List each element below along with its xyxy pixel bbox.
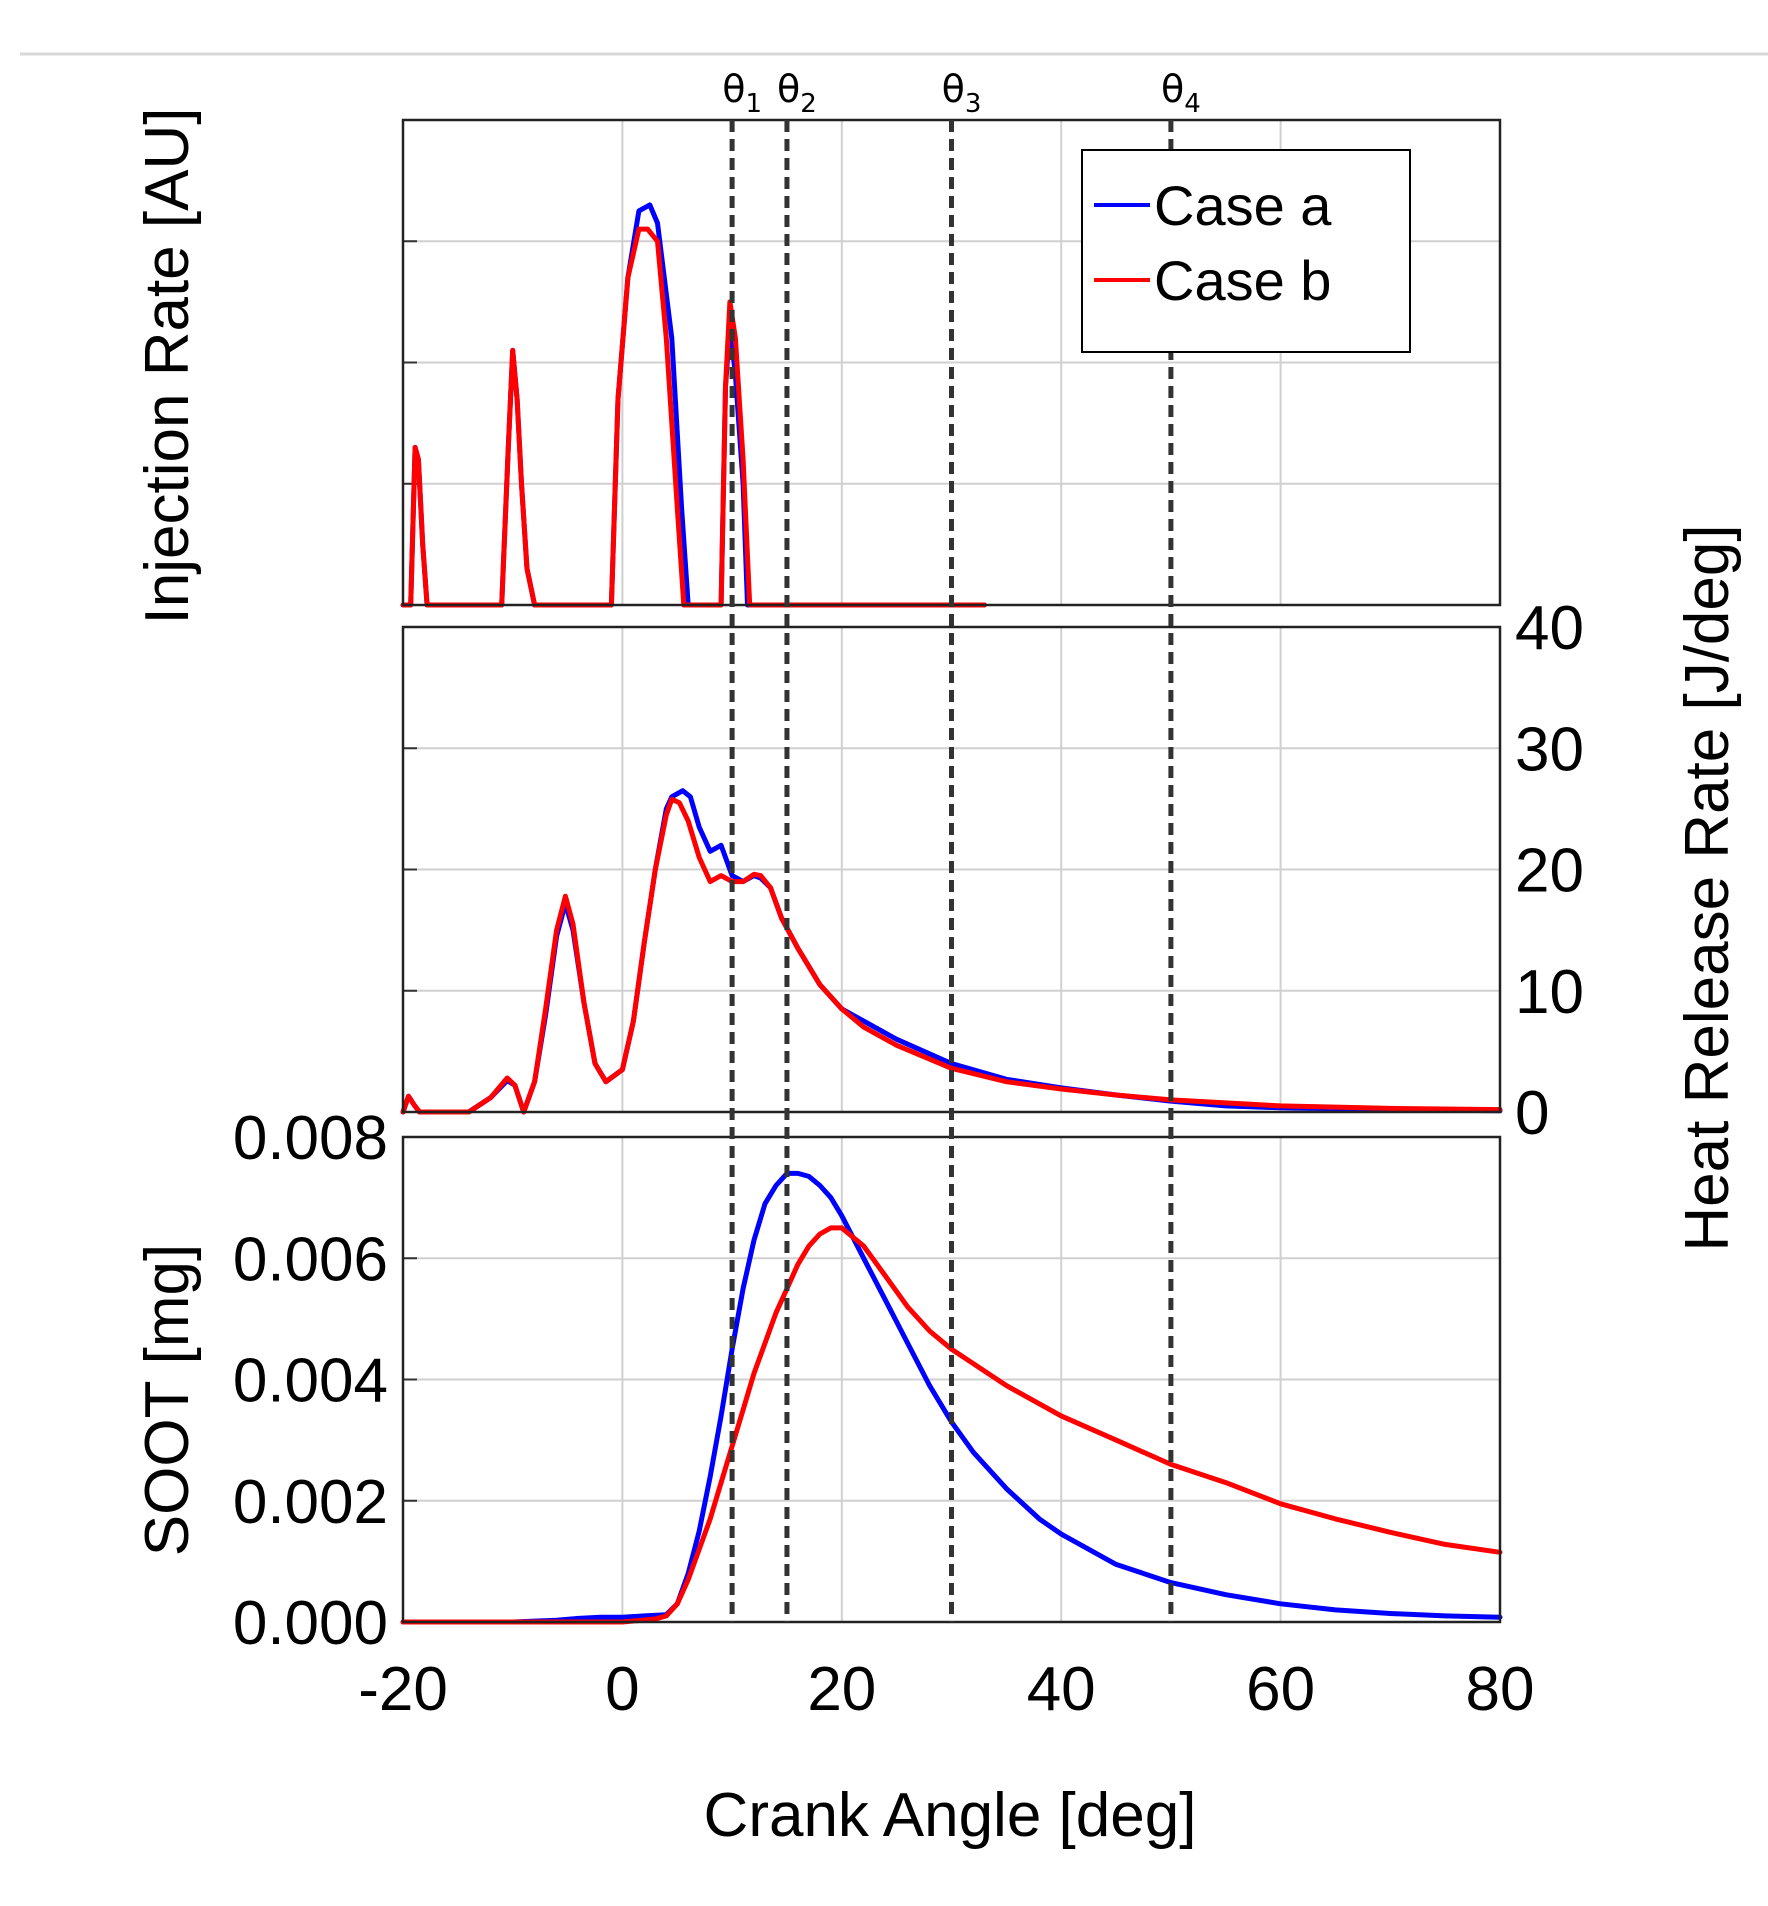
series-line-soot-case-b: [400, 1225, 1503, 1625]
hrr-ytick-label: 10: [1515, 958, 1584, 1027]
soot-ytick-label: 0.002: [233, 1468, 388, 1537]
x-tick-label: -20: [358, 1655, 448, 1724]
x-tick-label: 40: [1027, 1655, 1096, 1724]
theta-4-label: θ4: [1161, 67, 1201, 119]
theta-3-label: θ3: [942, 67, 982, 119]
x-axis-label: Crank Angle [deg]: [704, 1781, 1197, 1850]
x-tick-label: 0: [605, 1655, 639, 1724]
tick-labels: 0 10 20 30 40 0.000 0.002 0.004 0.006 0.008 -20 0 20…: [233, 594, 1584, 1724]
heat-release-ylabel: Heat Release Rate [J/deg]: [1673, 524, 1742, 1251]
series-lines: [400, 202, 1503, 1625]
soot-ytick-label: 0.004: [233, 1347, 388, 1416]
legend-box: [1081, 149, 1411, 353]
injection-ylabel: Injection Rate [AU]: [133, 108, 202, 625]
x-tick-label: 60: [1246, 1655, 1315, 1724]
theta-markers: θ1 θ2 θ3 θ4: [722, 67, 1201, 1622]
soot-ytick-label: 0.008: [233, 1104, 388, 1173]
soot-ytick-label: 0.000: [233, 1589, 388, 1658]
legend-label-case-a: Case a: [1154, 174, 1332, 237]
series-line-soot-case-a: [400, 1170, 1503, 1625]
soot-ylabel: SOOT [mg]: [133, 1244, 202, 1556]
theta-2-label: θ2: [777, 67, 817, 119]
series-line-injection-case-b: [400, 226, 987, 608]
legend: Case a Case b: [1081, 149, 1411, 353]
hrr-ytick-label: 0: [1515, 1079, 1549, 1148]
x-tick-label: 20: [807, 1655, 876, 1724]
theta-1-label: θ1: [722, 67, 762, 119]
hrr-ytick-label: 20: [1515, 837, 1584, 906]
soot-ytick-label: 0.006: [233, 1225, 388, 1294]
legend-label-case-b: Case b: [1154, 249, 1331, 312]
x-tick-label: 80: [1466, 1655, 1535, 1724]
hrr-ytick-label: 30: [1515, 715, 1584, 784]
hrr-ytick-label: 40: [1515, 594, 1584, 663]
series-line-heat-release-case-b: [400, 796, 1503, 1115]
